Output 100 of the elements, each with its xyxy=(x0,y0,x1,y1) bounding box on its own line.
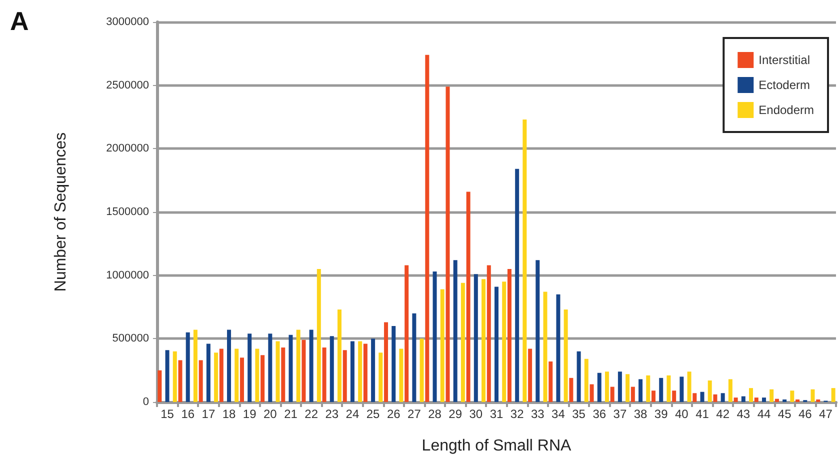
bar xyxy=(782,399,787,402)
x-tick-label: 30 xyxy=(469,407,483,421)
x-tick-label: 27 xyxy=(408,407,422,421)
x-tick-label: 16 xyxy=(181,407,195,421)
y-tick-label: 1500000 xyxy=(106,206,149,218)
bar xyxy=(446,86,450,402)
bar xyxy=(412,313,416,402)
y-tick-label: 2000000 xyxy=(106,142,149,155)
bar xyxy=(741,396,746,402)
bar xyxy=(186,332,190,402)
x-tick-label: 34 xyxy=(552,407,566,421)
x-tick-label: 45 xyxy=(778,407,792,421)
x-tick-label: 39 xyxy=(654,407,668,421)
bar xyxy=(672,390,676,402)
x-tick-label: 46 xyxy=(798,407,812,421)
y-tick-label: 0 xyxy=(142,396,149,408)
y-tick-label: 500000 xyxy=(112,332,149,345)
bar xyxy=(399,348,404,402)
x-tick-label: 43 xyxy=(736,407,750,421)
bar xyxy=(363,344,368,402)
bar xyxy=(392,326,396,402)
bar xyxy=(384,322,388,402)
bar xyxy=(528,348,532,402)
bar xyxy=(193,330,198,402)
bar xyxy=(652,390,656,402)
legend-label: Endoderm xyxy=(758,103,814,117)
bar xyxy=(610,386,614,402)
bar xyxy=(234,348,239,402)
x-tick-label: 19 xyxy=(242,407,257,421)
x-tick-label: 23 xyxy=(325,407,339,421)
bar xyxy=(276,341,280,402)
y-tick-label: 2500000 xyxy=(106,79,149,92)
bar xyxy=(178,360,182,402)
bar xyxy=(172,351,177,402)
bar xyxy=(158,370,162,402)
text: A xyxy=(10,6,29,36)
bar xyxy=(474,274,478,402)
y-axis-title: Number of Sequences xyxy=(52,132,70,292)
bar xyxy=(309,330,314,402)
bar xyxy=(762,398,766,402)
legend-label: Ectoderm xyxy=(758,78,810,92)
bar xyxy=(358,341,362,402)
bar xyxy=(494,286,498,402)
x-tick-label: 25 xyxy=(366,407,380,421)
bar xyxy=(576,351,581,402)
bar xyxy=(248,334,252,402)
y-tick-label: 1000000 xyxy=(106,269,149,282)
bar xyxy=(268,334,272,402)
bar xyxy=(432,272,437,402)
bar xyxy=(214,352,218,402)
bar xyxy=(281,348,286,402)
x-tick-label: 26 xyxy=(386,407,401,421)
bar xyxy=(831,388,836,402)
x-tick-label: 36 xyxy=(592,407,606,421)
x-tick-label: 18 xyxy=(222,407,236,421)
bar xyxy=(597,372,602,402)
bar xyxy=(708,380,712,402)
x-tick-label: 47 xyxy=(819,407,833,421)
bar xyxy=(371,338,376,402)
bar xyxy=(680,376,684,402)
x-tick-label: 38 xyxy=(634,407,648,421)
bar xyxy=(466,192,470,402)
bar xyxy=(515,168,520,402)
bar xyxy=(507,269,512,402)
x-tick-label: 31 xyxy=(490,407,504,421)
bar xyxy=(460,282,465,402)
bar xyxy=(770,389,774,402)
bar xyxy=(536,260,540,402)
x-tick-label: 44 xyxy=(757,407,771,421)
bar xyxy=(790,390,794,402)
bar xyxy=(288,334,293,402)
bar xyxy=(296,330,300,402)
y-tick-label: 3000000 xyxy=(106,16,149,28)
bar xyxy=(302,340,306,402)
bar xyxy=(206,344,210,402)
bar xyxy=(774,398,779,402)
bar xyxy=(425,54,430,402)
bar xyxy=(569,378,574,402)
x-tick-label: 41 xyxy=(696,407,710,421)
bar xyxy=(700,392,704,402)
bar xyxy=(713,394,718,402)
bar xyxy=(810,389,815,402)
x-tick-label: 28 xyxy=(428,407,442,421)
bar xyxy=(548,361,553,402)
bar xyxy=(754,398,758,402)
x-tick-label: 20 xyxy=(263,407,278,421)
bar xyxy=(227,330,232,402)
x-axis-title: Length of Small RNA xyxy=(422,438,572,454)
bar xyxy=(590,384,594,402)
x-tick-label: 37 xyxy=(613,407,627,421)
x-tick-label: 42 xyxy=(716,407,730,421)
bar xyxy=(165,350,170,402)
bar xyxy=(749,388,754,402)
bar xyxy=(502,282,506,402)
bar xyxy=(728,379,732,402)
x-tick-label: 32 xyxy=(510,407,524,421)
x-tick-label: 35 xyxy=(572,407,586,421)
bar xyxy=(604,372,609,402)
bar xyxy=(692,393,697,402)
x-tick-label: 40 xyxy=(675,407,689,421)
